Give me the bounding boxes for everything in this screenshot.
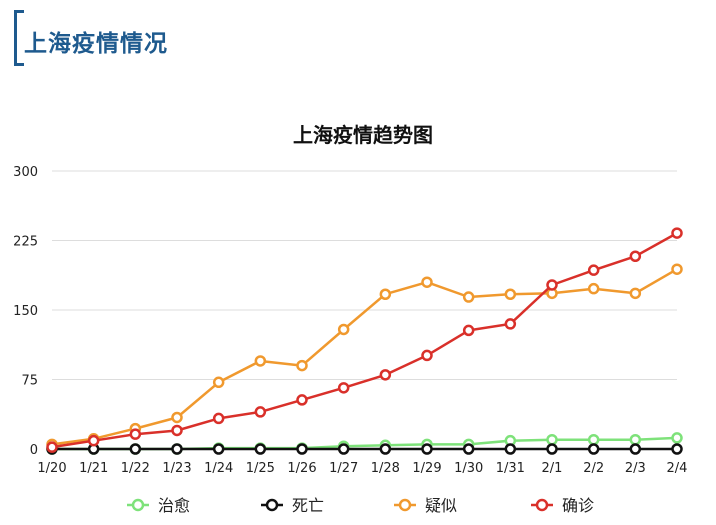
legend-item: 确诊 [531, 496, 594, 515]
data-point [587, 282, 600, 295]
legend-label: 确诊 [562, 496, 594, 515]
data-point [629, 287, 642, 300]
data-point [337, 382, 350, 394]
x-tick-label: 1/22 [121, 461, 150, 476]
series-line [52, 436, 678, 451]
chart-legend: 治愈 死亡 疑似 确诊 [127, 496, 594, 515]
data-point [379, 369, 392, 381]
x-tick-label: 2/2 [583, 461, 604, 476]
data-point [87, 434, 100, 447]
data-point [254, 406, 267, 418]
data-point [629, 433, 642, 446]
series-2 [46, 263, 683, 451]
series-line [51, 268, 678, 446]
data-point [129, 428, 142, 440]
data-point [671, 432, 683, 444]
y-tick-label: 300 [13, 165, 38, 180]
series-line [51, 232, 678, 449]
y-tick-label: 75 [21, 374, 38, 389]
data-point [587, 433, 600, 446]
data-point [296, 359, 308, 372]
x-tick-label: 2/3 [625, 461, 646, 476]
series-0 [46, 432, 683, 455]
y-tick-label: 225 [13, 235, 38, 250]
data-point [379, 443, 392, 455]
legend-item: 死亡 [261, 496, 324, 515]
data-point [171, 411, 183, 424]
data-point [671, 263, 683, 275]
data-point [379, 288, 392, 300]
data-point [462, 443, 475, 455]
data-point [212, 443, 225, 455]
data-point [212, 412, 225, 425]
data-point [546, 433, 558, 446]
data-point [421, 276, 433, 288]
x-tick-label: 1/26 [287, 461, 316, 476]
y-tick-label: 150 [13, 304, 38, 319]
legend-marker [398, 498, 412, 512]
x-tick-label: 1/28 [371, 461, 400, 476]
legend-label: 治愈 [158, 496, 190, 515]
data-point [254, 355, 267, 367]
y-tick-label: 0 [30, 443, 38, 458]
data-point [546, 443, 558, 455]
data-point [504, 288, 517, 300]
x-tick-label: 1/20 [37, 461, 66, 476]
data-point [504, 318, 517, 330]
data-point [546, 279, 558, 291]
data-point [462, 324, 475, 337]
data-point [46, 441, 58, 453]
data-point [629, 250, 642, 263]
section-title: 上海疫情情况 [24, 31, 168, 57]
data-point [171, 424, 183, 437]
data-point [254, 443, 267, 455]
x-tick-label: 1/24 [204, 461, 233, 476]
y-axis-ticks: 0 75 150 225 300 [13, 165, 38, 458]
data-point [671, 227, 683, 239]
data-point [421, 349, 433, 362]
x-tick-label: 1/29 [412, 461, 441, 476]
data-point [671, 443, 683, 455]
series-3 [46, 227, 683, 453]
data-point [129, 443, 142, 455]
x-tick-label: 1/25 [246, 461, 275, 476]
legend-marker [265, 498, 279, 512]
x-axis-ticks: 1/20 1/21 1/22 1/23 1/24 1/25 1/26 1/27 1/28 1/29… [37, 461, 687, 476]
chart-grid [52, 170, 677, 450]
header-bracket-decoration [14, 10, 24, 66]
data-point [171, 443, 183, 455]
legend-item: 治愈 [127, 496, 190, 515]
legend-marker [535, 498, 549, 512]
chart-series [46, 227, 683, 455]
data-point [587, 264, 600, 276]
data-point [504, 443, 517, 455]
legend-label: 疑似 [425, 496, 457, 515]
x-tick-label: 2/4 [667, 461, 688, 476]
x-tick-label: 1/31 [496, 461, 525, 476]
data-point [462, 291, 475, 303]
chart-title: 上海疫情趋势图 [293, 123, 433, 147]
data-point [212, 376, 225, 389]
data-point [337, 323, 350, 336]
data-point [296, 443, 308, 455]
x-tick-label: 1/23 [162, 461, 191, 476]
data-point [421, 443, 433, 455]
x-tick-label: 2/1 [542, 461, 563, 476]
data-point [629, 443, 642, 455]
x-tick-label: 1/30 [454, 461, 483, 476]
legend-item: 疑似 [394, 496, 457, 515]
data-point [587, 443, 600, 455]
data-point [337, 443, 350, 455]
legend-marker [131, 498, 145, 512]
x-tick-label: 1/21 [79, 461, 108, 476]
data-point [296, 394, 308, 406]
series-1 [46, 443, 683, 455]
legend-label: 死亡 [292, 496, 324, 515]
x-tick-label: 1/27 [329, 461, 358, 476]
